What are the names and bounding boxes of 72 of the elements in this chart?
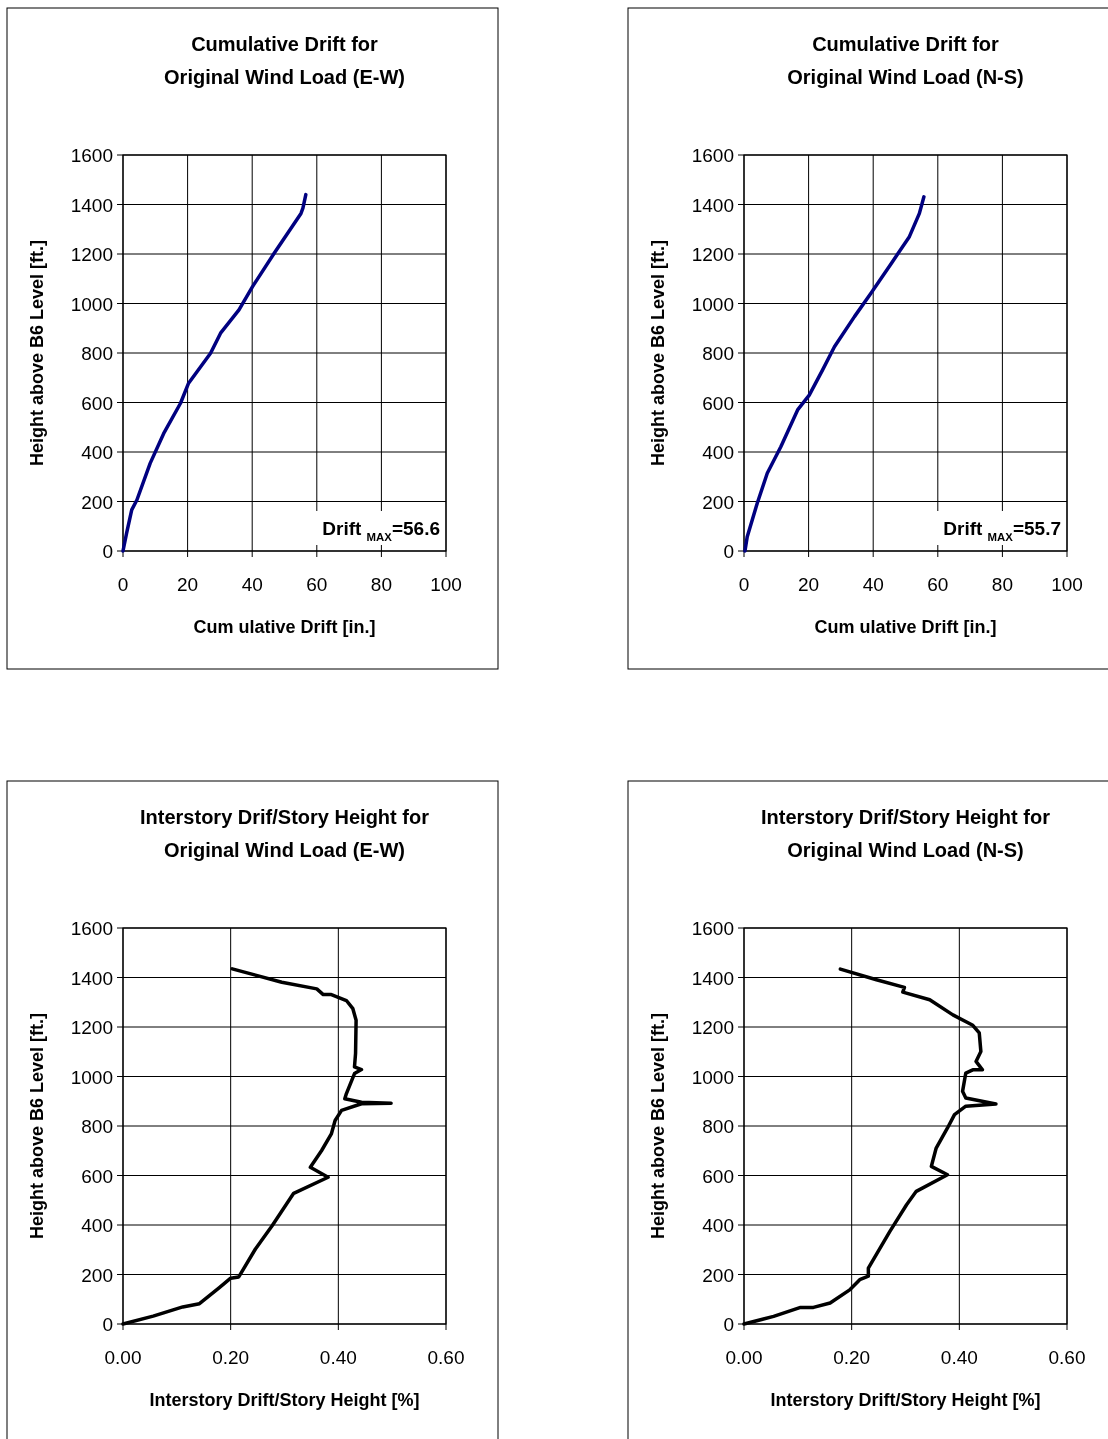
annotation: Drift $_{MAX}$=55.7 — [943, 518, 1061, 543]
x-tick-label: 0 — [117, 574, 129, 595]
y-axis-title: Height above B6 Level [ft.] — [27, 1012, 47, 1240]
y-tick-label: 1400 — [70, 194, 113, 216]
y-tick-label: 600 — [81, 392, 113, 414]
y-tick-label: 1000 — [70, 293, 113, 315]
y-axis-title: Height above B6 Level [ft.] — [648, 239, 668, 467]
y-tick-label: 400 — [702, 442, 734, 463]
x-tick-label: 40 — [862, 574, 884, 595]
y-tick-label: 800 — [81, 343, 113, 364]
x-tick-label: 0.20 — [833, 1347, 871, 1368]
x-axis-title: Cum ulative Drift [in.] — [814, 617, 997, 637]
y-tick-label: 1400 — [691, 967, 734, 989]
y-tick-label: 1000 — [691, 1066, 734, 1088]
y-tick-label: 400 — [702, 1215, 734, 1236]
y-tick-label: 1000 — [70, 1066, 113, 1088]
x-tick-label: 100 — [430, 574, 462, 595]
x-tick-label: 80 — [991, 574, 1013, 595]
y-tick-label: 1600 — [691, 145, 734, 166]
x-tick-label: 20 — [798, 574, 820, 595]
x-axis-title: Cum ulative Drift [in.] — [193, 617, 376, 637]
y-tick-label: 1000 — [691, 293, 734, 315]
x-tick-label: 0.00 — [725, 1347, 763, 1368]
y-tick-label: 0 — [102, 1314, 113, 1335]
y-tick-label: 1200 — [70, 1017, 113, 1038]
x-axis-title: Interstory Drift/Story Height [%] — [770, 1390, 1041, 1410]
y-tick-label: 0 — [723, 541, 734, 562]
y-tick-label: 1600 — [70, 145, 113, 166]
y-tick-label: 1400 — [70, 967, 113, 989]
y-tick-label: 1600 — [691, 918, 734, 939]
y-tick-label: 800 — [81, 1116, 113, 1137]
line-series — [743, 195, 926, 553]
y-tick-label: 1200 — [70, 244, 113, 265]
y-axis-title: Height above B6 Level [ft.] — [648, 1012, 668, 1240]
x-tick-label: 0.40 — [319, 1347, 357, 1368]
y-tick-label: 1200 — [691, 1017, 734, 1038]
x-tick-label: 100 — [1051, 574, 1083, 595]
x-axis-title: Interstory Drift/Story Height [%] — [149, 1390, 420, 1410]
y-tick-label: 1200 — [691, 244, 734, 265]
chart-title: Cumulative Drift for Original Wind Load (N-S) — [787, 33, 1024, 88]
y-tick-label: 200 — [702, 1264, 734, 1286]
y-axis-title: Height above B6 Level [ft.] — [27, 239, 47, 467]
y-tick-label: 600 — [702, 1165, 734, 1187]
y-tick-label: 400 — [81, 442, 113, 463]
x-tick-label: 60 — [306, 574, 328, 595]
y-tick-label: 600 — [81, 1165, 113, 1187]
y-tick-label: 200 — [81, 491, 113, 513]
y-tick-label: 1600 — [70, 918, 113, 939]
chart-title: Cumulative Drift for Original Wind Load (E-W) — [164, 33, 405, 88]
x-tick-label: 0 — [738, 574, 750, 595]
x-tick-label: 0.40 — [940, 1347, 978, 1368]
annotation: Drift $_{MAX}$=56.6 — [322, 518, 440, 543]
line-series — [121, 192, 308, 553]
chart-title: Interstory Drif/Story Height for Original Wind Load (N-S) — [761, 806, 1051, 861]
y-tick-label: 800 — [702, 1116, 734, 1137]
x-tick-label: 20 — [177, 574, 199, 595]
y-tick-label: 600 — [702, 392, 734, 414]
y-tick-label: 200 — [702, 491, 734, 513]
y-tick-label: 1400 — [691, 194, 734, 216]
chart-title: Interstory Drif/Story Height for Original Wind Load (E-W) — [140, 806, 430, 861]
x-tick-label: 60 — [927, 574, 949, 595]
y-tick-label: 200 — [81, 1264, 113, 1286]
x-tick-label: 80 — [370, 574, 392, 595]
y-tick-label: 400 — [81, 1215, 113, 1236]
x-tick-label: 0.60 — [1048, 1347, 1086, 1368]
x-tick-label: 0.00 — [104, 1347, 142, 1368]
y-tick-label: 0 — [723, 1314, 734, 1335]
x-tick-label: 40 — [241, 574, 263, 595]
y-tick-label: 800 — [702, 343, 734, 364]
x-tick-label: 0.20 — [212, 1347, 250, 1368]
y-tick-label: 0 — [102, 541, 113, 562]
x-tick-label: 0.60 — [427, 1347, 465, 1368]
